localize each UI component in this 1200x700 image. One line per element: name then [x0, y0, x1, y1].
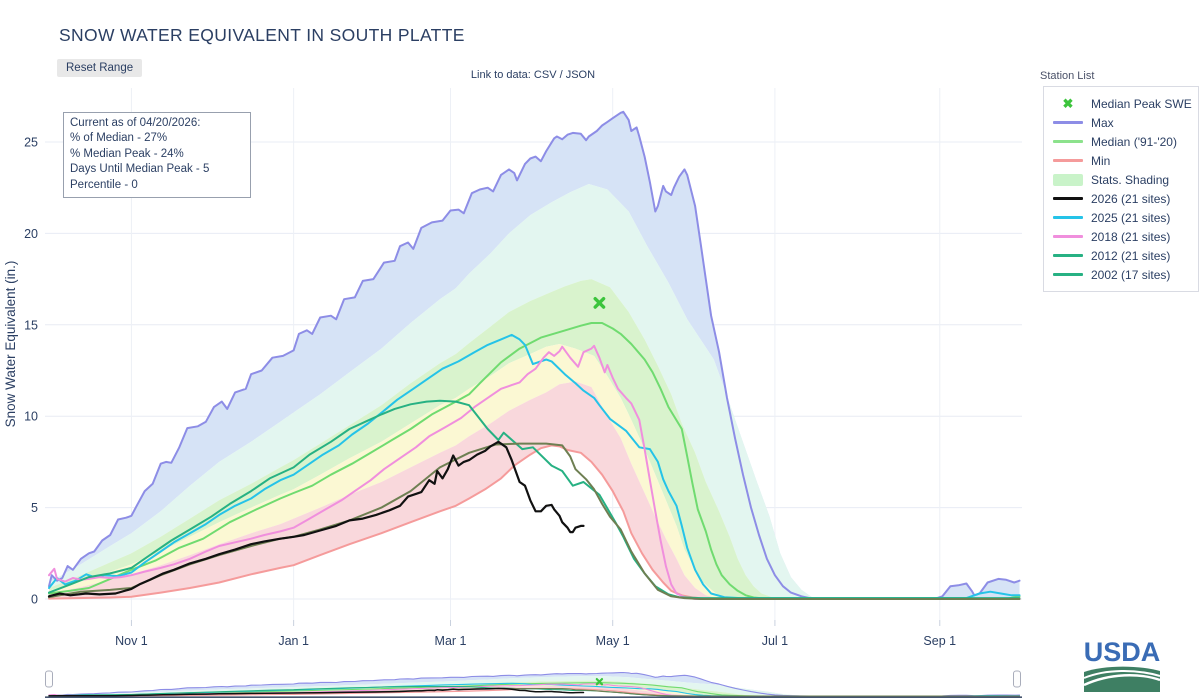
- stat-line: [48, 671, 1021, 697]
- stats-band: [49, 279, 1020, 599]
- year-line: [48, 687, 585, 697]
- x-tick-label: Mar 1: [435, 634, 467, 648]
- y-axis-title: Snow Water Equivalent (in.): [3, 261, 18, 428]
- median-line-swatch: [1053, 140, 1083, 143]
- data-link-prefix: Link to data:: [470, 69, 534, 81]
- stat-line: [48, 682, 1021, 697]
- station-legend: ✖ Median Peak SWE Max Median ('91-'20) M…: [1043, 86, 1199, 292]
- stats-band: [49, 111, 1020, 600]
- y-tick-label: 5: [31, 501, 38, 515]
- legend-item-2025[interactable]: 2025 (21 sites): [1053, 208, 1198, 227]
- year-2012-line-swatch: [1053, 254, 1083, 257]
- median-peak-marker-icon: ✖: [1062, 96, 1074, 111]
- legend-item-2026[interactable]: 2026 (21 sites): [1053, 189, 1198, 208]
- legend-item-2018[interactable]: 2018 (21 sites): [1053, 227, 1198, 246]
- year-2018-line-swatch: [1053, 235, 1083, 238]
- median-peak-swe-marker: [593, 296, 606, 309]
- data-link: Link to data: CSV / JSON: [433, 69, 633, 81]
- min-line-swatch: [1053, 159, 1083, 162]
- page-title: SNOW WATER EQUIVALENT IN SOUTH PLATTE: [59, 25, 465, 45]
- stats-band: [49, 344, 1020, 599]
- data-link-separator: /: [556, 69, 566, 81]
- legend-item-min[interactable]: Min: [1053, 151, 1198, 170]
- year-line: [48, 333, 1021, 600]
- range-slider-left-handle[interactable]: [45, 670, 53, 688]
- y-tick-label: 25: [24, 136, 38, 150]
- legend-item-median[interactable]: Median ('91-'20): [1053, 132, 1198, 151]
- info-line-percentile: Percentile - 0: [70, 178, 138, 191]
- info-line-pct-median-peak: % Median Peak - 24%: [70, 147, 184, 160]
- x-tick-label: Nov 1: [115, 634, 148, 648]
- y-tick-label: 20: [24, 227, 38, 241]
- stats-band: [49, 184, 1020, 599]
- year-line: [47, 440, 585, 598]
- median-peak-swe-marker-mini: [595, 678, 604, 686]
- legend-item-2012[interactable]: 2012 (21 sites): [1053, 246, 1198, 265]
- x-tick-label: Jan 1: [278, 634, 309, 648]
- current-info-box: Current as of 04/20/2026: % of Median - …: [63, 112, 251, 199]
- info-line-date: Current as of 04/20/2026:: [70, 117, 201, 129]
- usda-logo-text: USDA: [1084, 637, 1161, 667]
- stats-band: [49, 381, 1020, 599]
- x-tick-label: Jul 1: [762, 634, 788, 648]
- legend-item-max[interactable]: Max: [1053, 113, 1198, 132]
- info-line-days-until-peak: Days Until Median Peak - 5: [70, 163, 210, 176]
- year-2026-line-swatch: [1053, 197, 1083, 200]
- legend-item-2002[interactable]: 2002 (17 sites): [1053, 265, 1198, 284]
- stat-line: [48, 322, 1021, 600]
- year-line: [48, 344, 1021, 600]
- stats-band: [49, 676, 1020, 696]
- legend-item-median-peak-swe[interactable]: ✖ Median Peak SWE: [1053, 94, 1198, 113]
- reset-range-button[interactable]: Reset Range: [57, 59, 143, 77]
- legend-item-stats-shading[interactable]: Stats. Shading: [1053, 170, 1198, 189]
- stat-line: [48, 444, 1021, 600]
- usda-logo-field: [1083, 666, 1161, 692]
- x-tick-label: Sep 1: [923, 634, 956, 648]
- stats-band: [49, 672, 1020, 696]
- year-2025-line-swatch: [1053, 216, 1083, 219]
- info-line-pct-median: % of Median - 27%: [70, 132, 168, 145]
- y-tick-label: 0: [31, 593, 38, 607]
- stats-shading-swatch: [1053, 173, 1083, 186]
- stat-line: [48, 110, 1021, 600]
- usda-logo: USDA: [1080, 636, 1164, 700]
- year-2002-line-swatch: [1053, 273, 1083, 276]
- legend-title: Station List: [1040, 70, 1095, 82]
- x-tick-label: May 1: [596, 634, 630, 648]
- csv-link[interactable]: CSV: [533, 69, 557, 81]
- y-tick-label: 15: [24, 318, 38, 332]
- range-slider-right-handle[interactable]: [1013, 670, 1021, 688]
- max-line-swatch: [1053, 121, 1083, 124]
- y-tick-label: 10: [24, 410, 38, 424]
- json-link[interactable]: JSON: [565, 69, 596, 81]
- stats-band: [49, 683, 1020, 696]
